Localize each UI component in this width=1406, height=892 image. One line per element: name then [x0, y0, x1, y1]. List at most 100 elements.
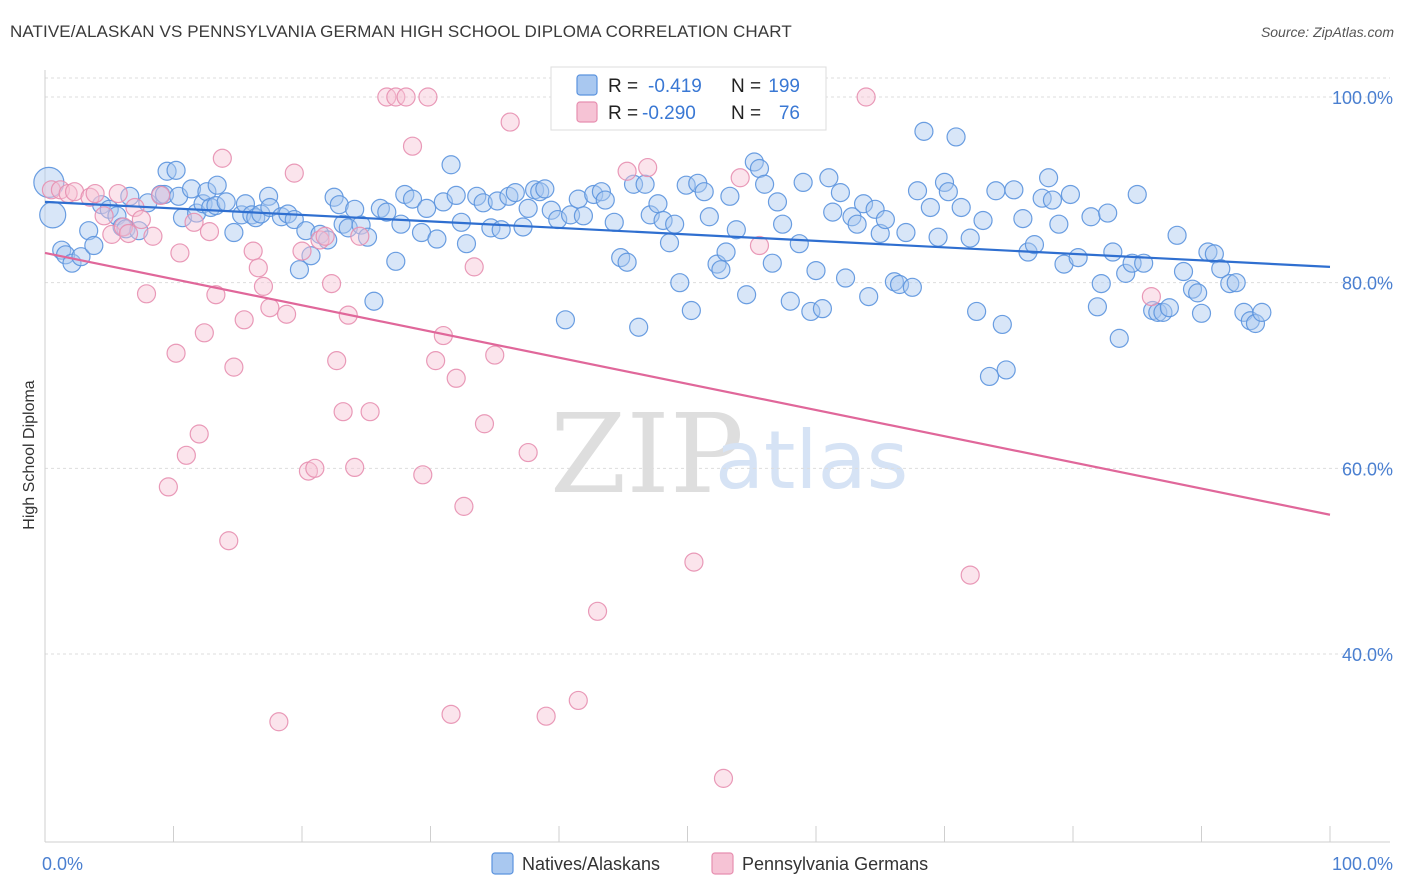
point-natives-alaskans — [166, 160, 186, 180]
point-natives-alaskans — [920, 197, 940, 218]
point-natives-alaskans — [33, 166, 65, 199]
chart-title: NATIVE/ALASKAN VS PENNSYLVANIA GERMAN HI… — [10, 22, 792, 41]
point-natives-alaskans — [595, 190, 615, 210]
point-natives-alaskans — [402, 189, 423, 209]
point-natives-alaskans — [1042, 190, 1063, 210]
x-tick-label: 100.0% — [1332, 854, 1393, 874]
point-natives-alaskans — [665, 214, 685, 234]
point-natives-alaskans — [967, 301, 987, 322]
point-natives-alaskans — [659, 233, 680, 253]
point-pennsylvania-germans — [118, 223, 139, 244]
legend-n-label-2: N = — [731, 103, 761, 124]
point-natives-alaskans — [928, 227, 948, 247]
trend-lines — [44, 200, 1331, 516]
point-natives-alaskans — [847, 214, 867, 234]
point-pennsylvania-germans — [418, 87, 438, 107]
point-natives-alaskans — [865, 199, 885, 219]
point-natives-alaskans — [224, 222, 244, 243]
point-natives-alaskans — [629, 317, 649, 337]
point-pennsylvania-germans — [327, 351, 347, 371]
point-pennsylvania-germans — [315, 226, 335, 246]
legend-swatch-pink — [576, 101, 598, 123]
point-pennsylvania-germans — [446, 368, 466, 388]
point-pennsylvania-germans — [85, 183, 105, 204]
legend-series-blue-name: Natives/Alaskans — [522, 854, 660, 874]
point-natives-alaskans — [84, 235, 104, 256]
legend-r-label-2: R = — [608, 103, 638, 124]
point-pennsylvania-germans — [321, 273, 342, 294]
point-natives-alaskans — [694, 182, 714, 202]
point-natives-alaskans — [1054, 254, 1074, 274]
point-pennsylvania-germans — [568, 690, 588, 711]
point-natives-alaskans — [584, 184, 604, 205]
y-tick-label: 80.0% — [1342, 274, 1393, 294]
point-natives-alaskans — [744, 152, 764, 172]
point-pennsylvania-germans — [960, 565, 980, 585]
point-pennsylvania-germans — [176, 445, 196, 465]
point-natives-alaskans — [207, 175, 227, 195]
legend-series-pink-swatch — [711, 852, 734, 875]
point-natives-alaskans — [473, 193, 493, 213]
point-natives-alaskans — [1173, 261, 1194, 282]
source-credit: Source: ZipAtlas.com — [1260, 24, 1394, 40]
point-pennsylvania-germans — [485, 345, 505, 365]
point-natives-alaskans — [835, 268, 856, 288]
point-natives-alaskans — [1098, 203, 1118, 223]
point-pennsylvania-germans — [638, 157, 658, 178]
point-pennsylvania-germans — [166, 343, 186, 363]
y-axis-label: High School Diploma — [21, 380, 38, 530]
point-natives-alaskans — [39, 201, 67, 229]
point-natives-alaskans — [648, 194, 668, 214]
point-natives-alaskans — [535, 179, 555, 199]
point-pennsylvania-germans — [345, 457, 365, 478]
point-natives-alaskans — [301, 246, 321, 266]
legend-series-blue-swatch — [491, 852, 514, 875]
legend-r-label-1: R = — [608, 76, 638, 97]
point-natives-alaskans — [456, 234, 477, 254]
point-pennsylvania-germans — [454, 496, 474, 516]
point-natives-alaskans — [530, 182, 550, 202]
point-natives-alaskans — [681, 300, 701, 321]
point-pennsylvania-germans — [617, 161, 637, 181]
point-natives-alaskans — [946, 127, 966, 147]
point-natives-alaskans — [1024, 235, 1045, 255]
stats-legend: R = -0.419 N = 199 R = -0.290 N = 76 — [550, 66, 827, 131]
point-natives-alaskans — [216, 192, 236, 212]
point-natives-alaskans — [801, 301, 821, 322]
point-pennsylvania-germans — [500, 112, 520, 132]
y-tick-label: 40.0% — [1342, 645, 1393, 665]
point-natives-alaskans — [364, 291, 384, 311]
point-natives-alaskans — [780, 291, 800, 311]
point-pennsylvania-germans — [184, 212, 204, 232]
point-natives-alaskans — [1122, 253, 1142, 273]
point-natives-alaskans — [992, 314, 1012, 335]
point-pennsylvania-germans — [350, 226, 370, 246]
point-natives-alaskans — [1226, 273, 1246, 293]
point-natives-alaskans — [377, 202, 397, 222]
point-natives-alaskans — [1049, 214, 1069, 234]
point-pennsylvania-germans — [730, 168, 750, 188]
series-pennsylvania-germans — [41, 87, 1161, 788]
point-natives-alaskans — [296, 221, 316, 241]
point-pennsylvania-germans — [536, 706, 556, 726]
point-natives-alaskans — [767, 192, 788, 212]
point-natives-alaskans — [902, 277, 922, 297]
point-pennsylvania-germans — [234, 310, 254, 330]
point-natives-alaskans — [907, 181, 928, 201]
point-pennsylvania-germans — [194, 323, 214, 343]
point-natives-alaskans — [1182, 279, 1203, 299]
point-pennsylvania-germans — [684, 552, 704, 572]
point-natives-alaskans — [812, 299, 833, 319]
point-natives-alaskans — [1211, 259, 1231, 279]
point-pennsylvania-germans — [248, 258, 268, 278]
point-natives-alaskans — [487, 191, 507, 211]
point-natives-alaskans — [789, 234, 809, 254]
point-natives-alaskans — [1081, 207, 1101, 227]
point-natives-alaskans — [446, 185, 466, 206]
point-pennsylvania-germans — [284, 163, 304, 183]
legend-r-value-1: -0.419 — [648, 76, 702, 97]
point-natives-alaskans — [427, 229, 447, 249]
axes: 0.0% 100.0% 40.0% 60.0% 80.0% 100.0% — [42, 70, 1393, 874]
y-tick-label: 60.0% — [1342, 459, 1393, 479]
point-natives-alaskans — [960, 228, 980, 248]
